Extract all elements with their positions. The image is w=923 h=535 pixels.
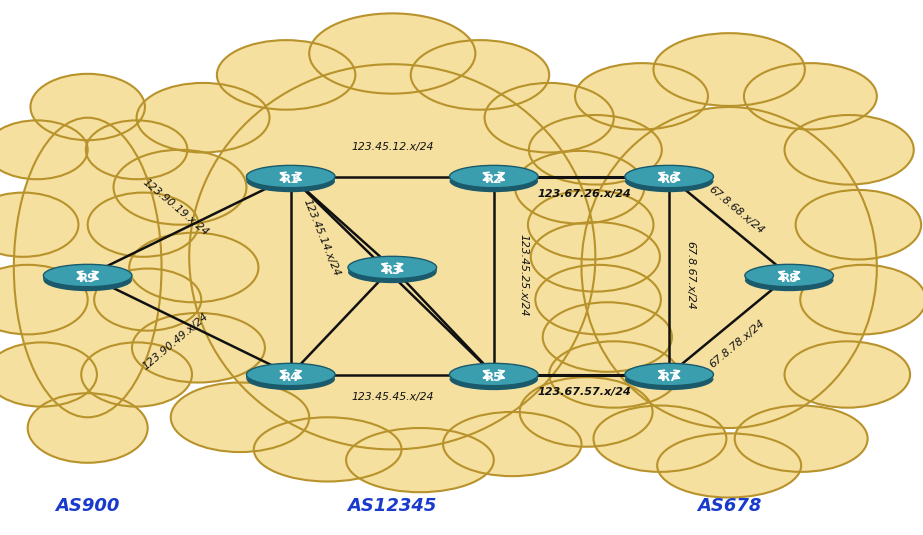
Ellipse shape	[348, 256, 437, 279]
Polygon shape	[348, 268, 437, 272]
Ellipse shape	[531, 222, 660, 292]
Ellipse shape	[443, 412, 581, 476]
Text: R8: R8	[781, 272, 797, 285]
Ellipse shape	[535, 265, 661, 334]
Ellipse shape	[309, 13, 475, 94]
Ellipse shape	[543, 302, 672, 372]
Ellipse shape	[515, 151, 644, 224]
Ellipse shape	[132, 313, 265, 383]
Text: 67.8.78.x/24: 67.8.78.x/24	[707, 318, 766, 369]
Ellipse shape	[94, 269, 201, 331]
Text: R3: R3	[384, 264, 401, 277]
Ellipse shape	[529, 115, 662, 185]
Text: 123.45.14.x/24: 123.45.14.x/24	[301, 198, 342, 278]
Polygon shape	[625, 177, 713, 181]
Text: AS678: AS678	[697, 496, 761, 515]
Ellipse shape	[0, 193, 78, 257]
Ellipse shape	[528, 190, 653, 259]
Polygon shape	[246, 177, 335, 181]
Ellipse shape	[625, 170, 713, 192]
Ellipse shape	[246, 368, 335, 390]
Ellipse shape	[520, 377, 653, 447]
Text: R2: R2	[485, 173, 502, 186]
Ellipse shape	[86, 120, 187, 179]
Ellipse shape	[129, 233, 258, 302]
Text: 123.45.12.x/24: 123.45.12.x/24	[351, 142, 434, 152]
Polygon shape	[745, 276, 833, 280]
Ellipse shape	[450, 368, 538, 390]
Ellipse shape	[43, 269, 132, 291]
Ellipse shape	[735, 406, 868, 472]
Ellipse shape	[485, 83, 614, 152]
Text: AS12345: AS12345	[348, 496, 437, 515]
Ellipse shape	[217, 40, 355, 110]
Text: R1: R1	[282, 173, 299, 186]
Ellipse shape	[625, 368, 713, 390]
Text: 123.67.26.x/24: 123.67.26.x/24	[537, 189, 631, 198]
Ellipse shape	[581, 107, 877, 428]
Text: 67.8.67.x/24: 67.8.67.x/24	[686, 241, 695, 310]
Text: 123.45.25.x/24: 123.45.25.x/24	[519, 234, 528, 317]
Ellipse shape	[450, 165, 538, 188]
Text: AS900: AS900	[55, 496, 120, 515]
Ellipse shape	[43, 264, 132, 287]
Polygon shape	[450, 177, 538, 181]
Text: 123.45.45.x/24: 123.45.45.x/24	[351, 392, 434, 402]
Polygon shape	[246, 374, 335, 379]
Ellipse shape	[450, 170, 538, 192]
Ellipse shape	[744, 63, 877, 129]
Ellipse shape	[800, 265, 923, 334]
Ellipse shape	[745, 269, 833, 291]
Ellipse shape	[254, 417, 402, 482]
Text: R6: R6	[661, 173, 677, 186]
Ellipse shape	[625, 165, 713, 188]
Ellipse shape	[246, 170, 335, 192]
Ellipse shape	[0, 342, 97, 407]
Ellipse shape	[796, 190, 921, 259]
Ellipse shape	[549, 341, 678, 408]
Ellipse shape	[785, 115, 914, 185]
Ellipse shape	[450, 363, 538, 386]
Ellipse shape	[30, 74, 145, 140]
Ellipse shape	[657, 433, 801, 498]
Ellipse shape	[137, 83, 270, 152]
Polygon shape	[450, 374, 538, 379]
Ellipse shape	[346, 428, 494, 492]
Text: 123.67.57.x/24: 123.67.57.x/24	[537, 387, 631, 396]
Text: R4: R4	[282, 371, 299, 384]
Ellipse shape	[785, 341, 910, 408]
Text: 123.90.49.x/24: 123.90.49.x/24	[140, 311, 210, 372]
Polygon shape	[625, 374, 713, 379]
Ellipse shape	[114, 150, 246, 225]
Ellipse shape	[0, 120, 88, 179]
Ellipse shape	[411, 40, 549, 110]
Ellipse shape	[189, 64, 595, 449]
Ellipse shape	[625, 363, 713, 386]
Ellipse shape	[81, 342, 192, 407]
Ellipse shape	[171, 383, 309, 452]
Ellipse shape	[593, 406, 726, 472]
Ellipse shape	[653, 33, 805, 106]
Ellipse shape	[88, 193, 198, 257]
Ellipse shape	[745, 264, 833, 287]
Ellipse shape	[246, 363, 335, 386]
Text: R5: R5	[485, 371, 502, 384]
Ellipse shape	[348, 261, 437, 283]
Text: R7: R7	[661, 371, 677, 384]
Ellipse shape	[246, 165, 335, 188]
Text: 67.8.68.x/24: 67.8.68.x/24	[707, 184, 766, 235]
Text: R9: R9	[79, 272, 96, 285]
Ellipse shape	[0, 265, 88, 334]
Ellipse shape	[28, 393, 148, 463]
Text: 123.90.19.x/24: 123.90.19.x/24	[140, 177, 210, 238]
Ellipse shape	[575, 63, 708, 129]
Polygon shape	[43, 276, 132, 280]
Ellipse shape	[14, 118, 162, 417]
